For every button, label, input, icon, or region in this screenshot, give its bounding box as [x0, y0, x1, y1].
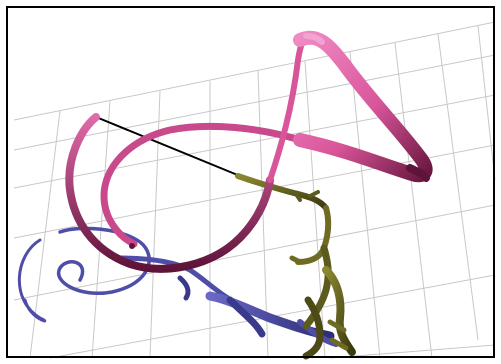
backbone-chain-olive[interactable] [235, 173, 356, 360]
ribbon-chain-pink[interactable] [65, 30, 433, 273]
bond-line [95, 116, 241, 177]
